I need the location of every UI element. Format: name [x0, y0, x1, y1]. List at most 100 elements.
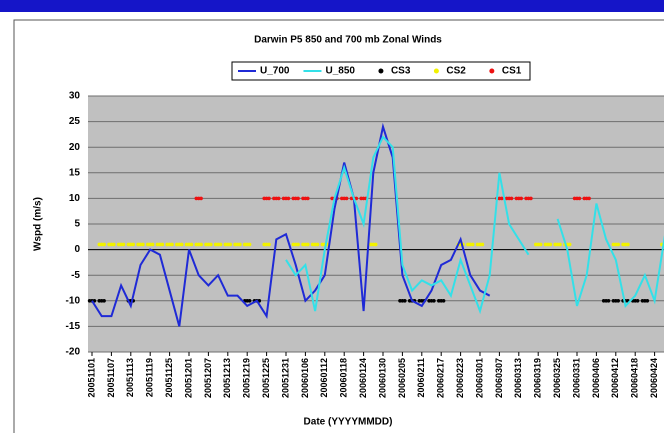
- x-tick-label: 20060112: [319, 358, 329, 398]
- x-tick-label: 20051225: [261, 358, 271, 398]
- legend-swatch: [433, 68, 439, 74]
- marker: [112, 242, 116, 247]
- marker: [315, 242, 320, 247]
- y-tick-label: -15: [66, 321, 81, 332]
- y-tick-label: 20: [69, 142, 81, 153]
- marker: [247, 299, 252, 303]
- marker: [199, 242, 203, 247]
- legend-label: CS3: [391, 66, 411, 77]
- y-tick-label: 5: [74, 219, 80, 230]
- x-tick-label: 20051219: [242, 358, 252, 398]
- marker: [354, 196, 359, 201]
- marker: [500, 196, 504, 201]
- x-tick-label: 20060211: [416, 358, 426, 398]
- x-tick-label: 20051201: [183, 358, 193, 398]
- marker: [228, 242, 232, 247]
- x-tick-label: 20060130: [377, 358, 387, 398]
- x-tick-label: 20051107: [106, 358, 116, 398]
- x-tick-label: 20060418: [630, 358, 640, 398]
- legend-label: CS1: [502, 66, 522, 77]
- x-tick-label: 20060307: [494, 358, 504, 398]
- marker: [373, 242, 378, 247]
- marker: [606, 299, 611, 303]
- marker: [160, 242, 165, 247]
- line-series: [91, 122, 491, 327]
- x-tick-label: 20060313: [513, 358, 523, 398]
- marker: [645, 299, 650, 303]
- marker: [548, 242, 553, 247]
- marker: [587, 196, 591, 201]
- x-tick-label: 20060325: [552, 358, 562, 398]
- marker: [276, 196, 281, 201]
- y-tick-label: 25: [69, 116, 81, 127]
- x-tick-label: 20060205: [397, 358, 407, 398]
- line-series: [285, 135, 664, 315]
- marker: [267, 196, 271, 201]
- x-tick-label: 20051113: [125, 358, 135, 397]
- x-tick-label: 20051125: [164, 358, 174, 398]
- x-tick-label: 20051207: [203, 358, 213, 398]
- x-tick-label: 20051231: [280, 358, 290, 398]
- y-tick-label: -20: [66, 347, 81, 358]
- legend-label: U_700: [260, 66, 290, 77]
- legend-swatch: [489, 68, 495, 74]
- marker: [306, 196, 310, 201]
- marker: [141, 242, 145, 247]
- marker: [247, 242, 252, 247]
- x-tick-label: 20060301: [474, 358, 484, 398]
- marker: [558, 242, 562, 247]
- marker: [189, 242, 194, 247]
- marker: [306, 242, 310, 247]
- y-tick-label: 0: [74, 244, 80, 255]
- marker: [403, 299, 407, 303]
- legend-label: U_850: [325, 66, 355, 77]
- legend-swatch: [378, 68, 384, 74]
- y-axis-title: Wspd (m/s): [33, 197, 44, 251]
- x-tick-label: 20060319: [533, 358, 543, 398]
- marker: [470, 242, 475, 247]
- marker: [199, 196, 203, 201]
- y-tick-label: 30: [69, 91, 81, 102]
- y-tick-label: -5: [71, 270, 80, 281]
- marker: [616, 242, 620, 247]
- marker: [616, 299, 620, 303]
- marker: [626, 242, 630, 247]
- marker: [441, 299, 446, 303]
- marker: [218, 242, 223, 247]
- y-tick-label: 10: [69, 193, 81, 204]
- x-tick-label: 20051101: [86, 358, 96, 398]
- marker: [286, 196, 291, 201]
- x-tick-label: 20060424: [649, 358, 659, 398]
- marker: [432, 299, 436, 303]
- chart-title: Darwin P5 850 and 700 mb Zonal Winds: [254, 35, 442, 46]
- marker: [102, 242, 106, 247]
- legend-label: CS2: [446, 66, 466, 77]
- x-tick-label: 20060406: [591, 358, 601, 398]
- x-axis-title: Date (YYYYMMDD): [304, 417, 393, 428]
- x-tick-label: 20060223: [455, 358, 465, 398]
- banner: [0, 0, 664, 12]
- marker: [538, 242, 543, 247]
- x-tick-label: 20060118: [339, 358, 349, 398]
- x-tick-label: 20051119: [145, 358, 155, 397]
- marker: [519, 196, 523, 201]
- marker: [635, 299, 640, 303]
- marker: [577, 196, 582, 201]
- y-tick-label: -10: [66, 295, 81, 306]
- marker: [296, 196, 300, 201]
- marker: [480, 242, 485, 247]
- marker: [238, 242, 242, 247]
- x-tick-label: 20060331: [571, 358, 581, 398]
- marker: [509, 196, 514, 201]
- marker: [179, 242, 184, 247]
- marker: [102, 299, 106, 303]
- x-tick-label: 20060217: [436, 358, 446, 398]
- x-tick-label: 20060106: [300, 358, 310, 398]
- x-tick-label: 20060412: [610, 358, 620, 398]
- marker: [529, 196, 533, 201]
- marker: [150, 242, 155, 247]
- marker: [267, 242, 271, 247]
- marker: [131, 242, 135, 247]
- marker: [296, 242, 300, 247]
